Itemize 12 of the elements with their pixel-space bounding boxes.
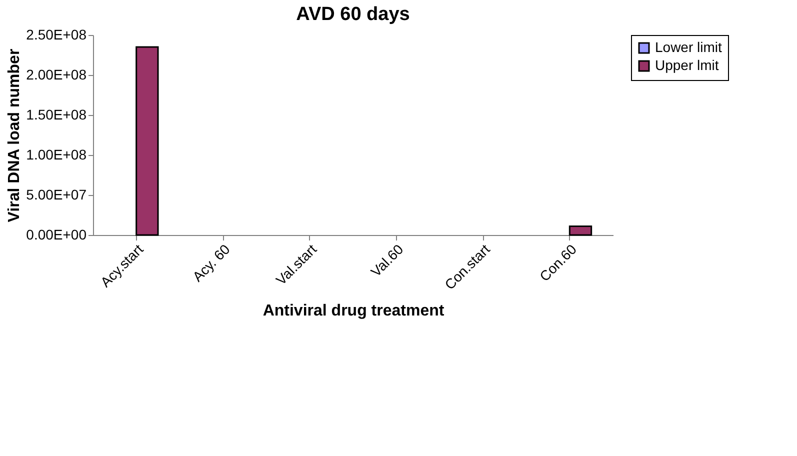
y-tick-label: 2.00E+08 <box>26 66 87 82</box>
y-axis-title: Viral DNA load number <box>6 48 24 222</box>
chart-title: AVD 60 days <box>296 4 410 25</box>
y-tick-label: 5.00E+07 <box>26 186 87 202</box>
legend-label: Upper lmit <box>655 57 719 73</box>
y-tick-label: 0.00E+00 <box>26 226 87 242</box>
y-tick-label: 2.50E+08 <box>26 26 87 42</box>
legend-label: Lower limit <box>655 39 722 55</box>
y-tick-label: 1.50E+08 <box>26 106 87 122</box>
x-axis-title: Antiviral drug treatment <box>262 302 445 320</box>
x-tick-label: Acy. 60 <box>189 240 234 285</box>
y-tick-label: 1.00E+08 <box>26 146 87 162</box>
